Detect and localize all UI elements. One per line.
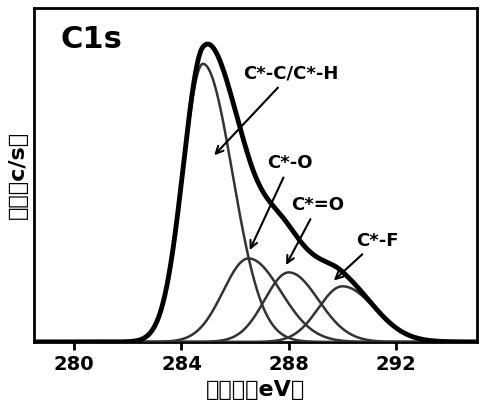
Y-axis label: 强度（c/s）: 强度（c/s） xyxy=(8,131,28,219)
X-axis label: 结合能（eV）: 结合能（eV） xyxy=(205,380,304,400)
Text: C*-C/C*-H: C*-C/C*-H xyxy=(215,65,338,153)
Text: C*-F: C*-F xyxy=(335,232,397,279)
Text: C*-O: C*-O xyxy=(250,154,312,248)
Text: C1s: C1s xyxy=(60,25,122,54)
Text: C*=O: C*=O xyxy=(287,196,344,263)
